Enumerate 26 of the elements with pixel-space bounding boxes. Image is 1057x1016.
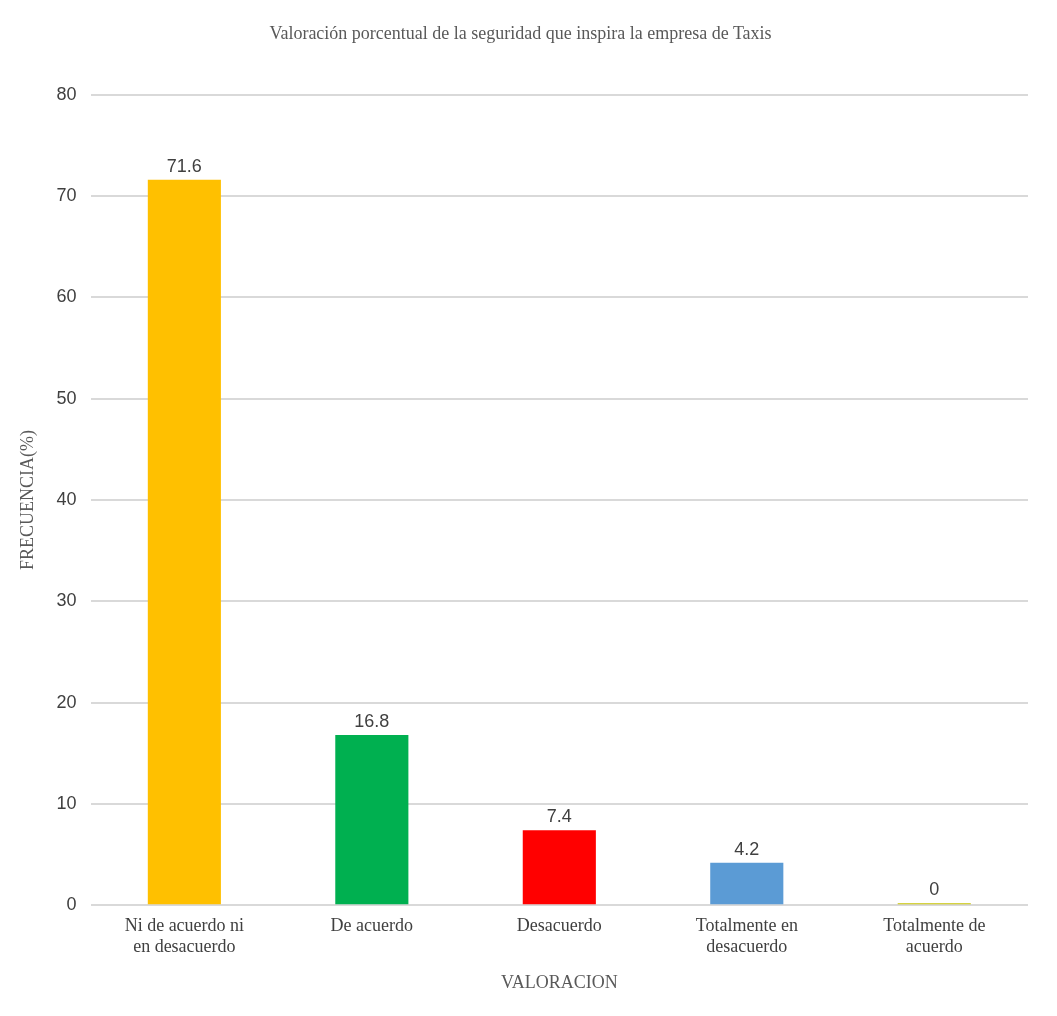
data-label: 0 — [929, 879, 940, 900]
x-tick-label: Ni de acuerdo ni en desacuerdo — [124, 914, 245, 957]
data-label: 7.4 — [546, 806, 572, 827]
y-tick-label: 0 — [66, 894, 77, 915]
x-tick-label: Desacuerdo — [516, 914, 602, 935]
x-tick-label: Totalmente en desacuerdo — [695, 914, 798, 957]
data-label: 16.8 — [354, 710, 390, 731]
bar — [522, 830, 596, 905]
data-label: 71.6 — [166, 155, 202, 176]
y-tick-label: 20 — [56, 691, 77, 712]
x-tick-label: Totalmente de acuerdo — [883, 914, 986, 957]
y-tick-label: 30 — [56, 590, 77, 611]
y-tick-label: 10 — [56, 792, 77, 813]
y-axis-title: FRECUENCIA(%) — [16, 429, 38, 570]
bar — [335, 734, 409, 905]
chart-title: Valoración porcentual de la seguridad que inspira la empresa de Taxis — [269, 22, 772, 43]
y-tick-label: 70 — [56, 184, 77, 205]
y-tick-label: 40 — [56, 488, 77, 509]
y-tick-label: 80 — [56, 83, 77, 104]
data-label: 4.2 — [734, 838, 760, 859]
bar — [147, 179, 221, 905]
y-tick-label: 50 — [56, 387, 77, 408]
x-axis-title: VALORACION — [500, 971, 618, 992]
bar — [710, 862, 784, 905]
y-tick-label: 60 — [56, 286, 77, 307]
x-tick-label: De acuerdo — [330, 914, 414, 935]
